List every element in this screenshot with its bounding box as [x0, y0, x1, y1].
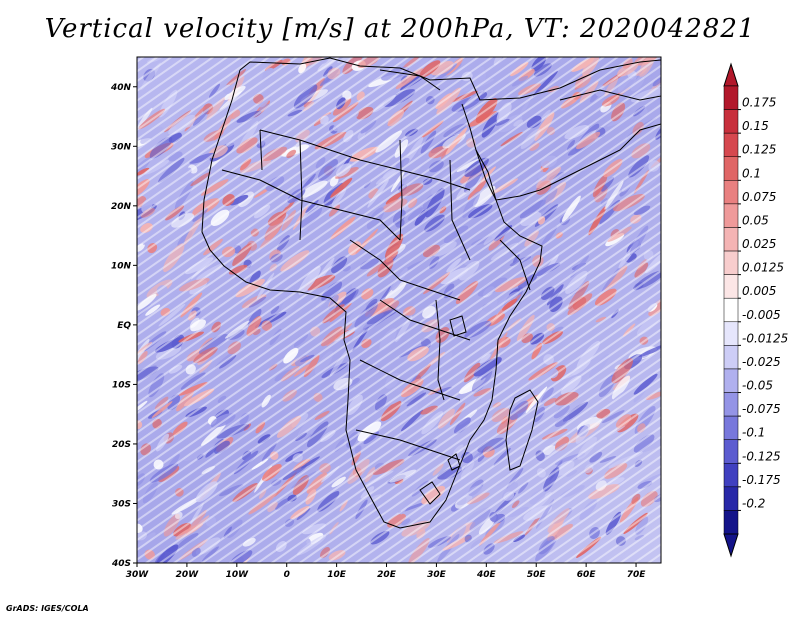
lon-tick-label: 60E	[577, 570, 597, 580]
colorbar-label: -0.005	[742, 308, 781, 322]
colorbar-label: 0.0125	[742, 261, 784, 275]
lon-tick-label: 10E	[327, 570, 347, 580]
colorbar-swatch	[723, 227, 739, 252]
colorbar-label: 0.15	[742, 119, 769, 133]
colorbar-swatch	[723, 203, 739, 228]
lat-tick-label: 20S	[112, 440, 131, 450]
lon-tick-label: 20E	[377, 570, 397, 580]
colorbar-label: -0.125	[742, 449, 781, 463]
colorbar-label: -0.05	[742, 379, 773, 393]
lat-tick-label: 10N	[111, 261, 132, 271]
colorbar-swatch	[723, 109, 739, 134]
longitude-axis: 30W 20W 10W 0 10E 20E 30E 40E 50E 60E 70E	[126, 563, 646, 580]
lon-tick-label: 50E	[527, 570, 547, 580]
colorbar-label: 0.075	[742, 190, 776, 204]
colorbar-swatch	[723, 297, 739, 323]
colorbar-swatch	[723, 156, 739, 181]
colorbar-label: 0.025	[742, 237, 776, 251]
colorbar-label: -0.075	[742, 402, 781, 416]
colorbar-label: 0.175	[742, 96, 776, 110]
colorbar-swatch	[723, 321, 739, 346]
lon-tick-label: 70E	[627, 570, 647, 580]
vertical-velocity-field	[137, 57, 661, 563]
colorbar-top-arrow	[723, 62, 739, 87]
colorbar-label: 0.005	[742, 284, 776, 298]
lat-tick-label: 10S	[112, 380, 131, 390]
lat-tick-label: 40N	[110, 83, 132, 93]
colorbar-swatch	[723, 274, 739, 299]
lat-tick-label: EQ	[117, 321, 131, 331]
colorbar-label: -0.0125	[742, 331, 788, 345]
lat-tick-label: 30N	[111, 142, 132, 152]
plot-frame	[136, 56, 662, 564]
lon-tick-label: 0	[284, 570, 290, 580]
colorbar-swatch	[723, 250, 739, 275]
colorbar-swatch	[723, 345, 739, 370]
colorbar-label: -0.1	[742, 426, 765, 440]
colorbar-swatch	[723, 463, 739, 488]
latitude-axis: 40N 30N 20N 10N EQ 10S 20S 30S 40S	[110, 83, 137, 569]
colorbar-swatch	[723, 85, 739, 110]
lat-tick-label: 30S	[112, 499, 131, 509]
grads-credit: GrADS: IGES/COLA	[6, 604, 89, 613]
colorbar-swatch	[723, 510, 739, 535]
colorbar-label: -0.175	[742, 473, 781, 487]
chart-title: Vertical velocity [m/s] at 200hPa, VT: 2…	[44, 14, 756, 44]
colorbar-swatch	[723, 392, 739, 417]
lat-tick-label: 40S	[111, 559, 131, 569]
colorbar-label: 0.125	[742, 143, 776, 157]
lat-tick-label: 20N	[111, 202, 132, 212]
colorbar-swatch	[723, 180, 739, 205]
coastlines-and-borders	[201, 57, 661, 529]
colorbar-label: 0.1	[742, 166, 761, 180]
colorbar-swatch	[723, 132, 739, 157]
colorbar-swatch	[723, 368, 739, 393]
colorbar-swatch	[723, 486, 739, 511]
colorbar-label: 0.05	[742, 213, 769, 227]
lon-tick-label: 10W	[226, 570, 250, 580]
lon-tick-label: 20W	[176, 570, 200, 580]
lon-tick-label: 40E	[476, 570, 497, 580]
lon-tick-label: 30E	[427, 570, 447, 580]
colorbar-bottom-arrow	[723, 533, 739, 558]
colorbar: 0.175 0.15 0.125 0.1 0.075 0.05 0.025 0.0125 0.0…	[723, 62, 788, 558]
colorbar-label: -0.2	[742, 496, 765, 510]
colorbar-label: -0.025	[742, 355, 781, 369]
lon-tick-label: 30W	[126, 570, 150, 580]
colorbar-swatch	[723, 415, 739, 440]
colorbar-swatch	[723, 439, 739, 464]
